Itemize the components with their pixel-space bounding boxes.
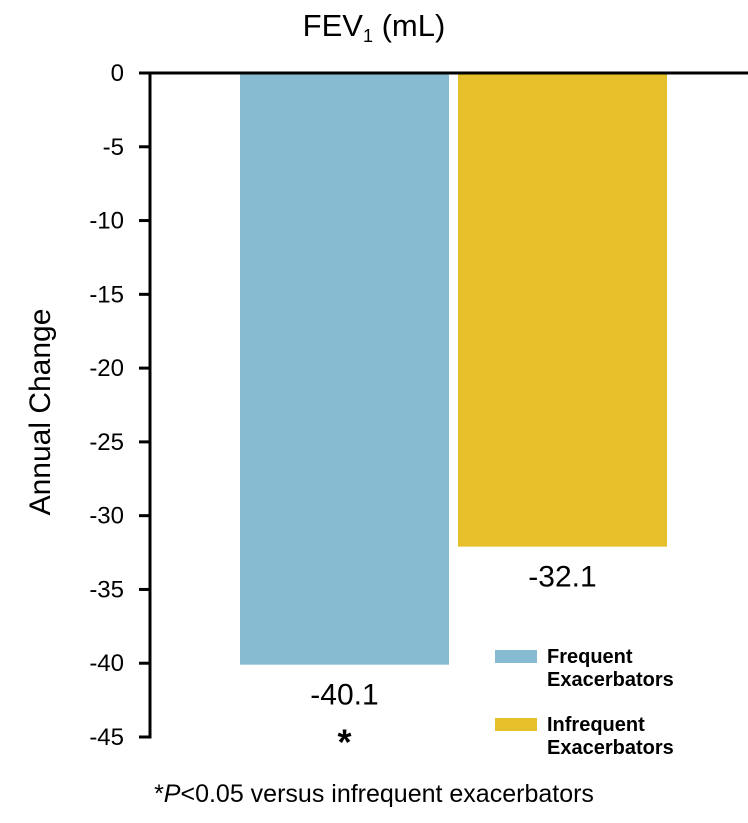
legend-label: Frequent [547,646,633,668]
y-tick-label: -35 [89,576,124,603]
chart-title-suffix: (mL) [372,8,446,43]
y-axis-label: Annual Change [24,309,57,516]
legend-label: Exacerbators [547,737,674,759]
y-tick-label: -40 [89,650,124,677]
bar-chart: -40.1 * -32.1 0 -5 -10 -15 -20 -25 -30 -35 -40 -45 An… [24,60,748,763]
chart-title: FEV1 (mL) [0,6,748,56]
chart-title-subscript: 1 [362,26,373,46]
y-tick-label: -30 [89,503,124,530]
y-tick-label: -25 [89,429,124,456]
footnote-text: <0.05 versus infrequent exacerbators [180,780,594,808]
data-label: -32.1 [528,561,596,594]
bar-infrequent-exacerbators [458,73,667,547]
legend-label: Exacerbators [547,669,674,691]
y-tick-label: -45 [89,724,124,751]
y-tick-label: 0 [111,60,124,87]
y-tick-label: -15 [89,281,124,308]
footnote-marker: * [154,780,164,808]
chart-title-main: FEV [302,8,363,43]
legend-label: Infrequent [547,714,645,736]
data-label: -40.1 [310,679,378,712]
legend-swatch [495,650,537,663]
significance-marker: * [337,722,351,763]
y-tick-label: -5 [103,134,124,161]
bar-frequent-exacerbators [240,73,449,665]
footnote: *P<0.05 versus infrequent exacerbators [0,776,748,812]
y-tick-label: -20 [89,355,124,382]
footnote-p-letter: P [163,780,181,808]
legend-swatch [495,718,537,731]
y-tick-label: -10 [89,208,124,235]
